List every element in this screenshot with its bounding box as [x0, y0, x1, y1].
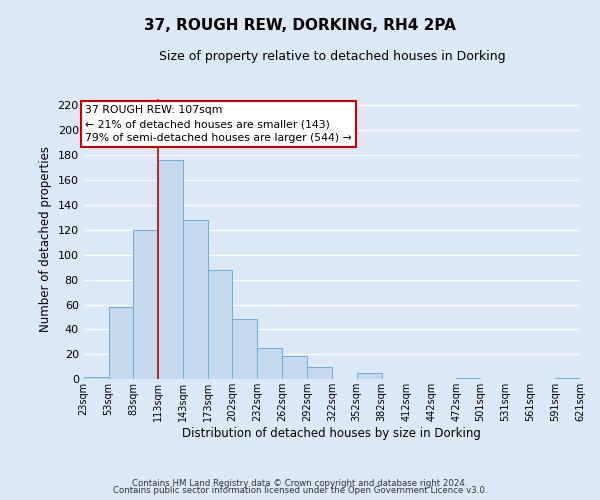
Bar — [109, 307, 133, 380]
Bar — [232, 320, 257, 380]
Bar — [208, 270, 232, 380]
Bar — [158, 160, 183, 380]
Text: Contains public sector information licensed under the Open Government Licence v3: Contains public sector information licen… — [113, 486, 487, 495]
Text: 37, ROUGH REW, DORKING, RH4 2PA: 37, ROUGH REW, DORKING, RH4 2PA — [144, 18, 456, 32]
Text: 37 ROUGH REW: 107sqm
← 21% of detached houses are smaller (143)
79% of semi-deta: 37 ROUGH REW: 107sqm ← 21% of detached h… — [85, 105, 352, 143]
Bar — [555, 378, 580, 380]
Title: Size of property relative to detached houses in Dorking: Size of property relative to detached ho… — [158, 50, 505, 63]
Text: Contains HM Land Registry data © Crown copyright and database right 2024.: Contains HM Land Registry data © Crown c… — [132, 478, 468, 488]
Y-axis label: Number of detached properties: Number of detached properties — [39, 146, 52, 332]
Bar — [457, 378, 481, 380]
Bar — [133, 230, 158, 380]
Bar — [83, 377, 109, 380]
Bar — [282, 356, 307, 380]
Bar — [257, 348, 282, 380]
Bar — [357, 373, 382, 380]
X-axis label: Distribution of detached houses by size in Dorking: Distribution of detached houses by size … — [182, 427, 481, 440]
Bar — [307, 367, 332, 380]
Bar — [183, 220, 208, 380]
